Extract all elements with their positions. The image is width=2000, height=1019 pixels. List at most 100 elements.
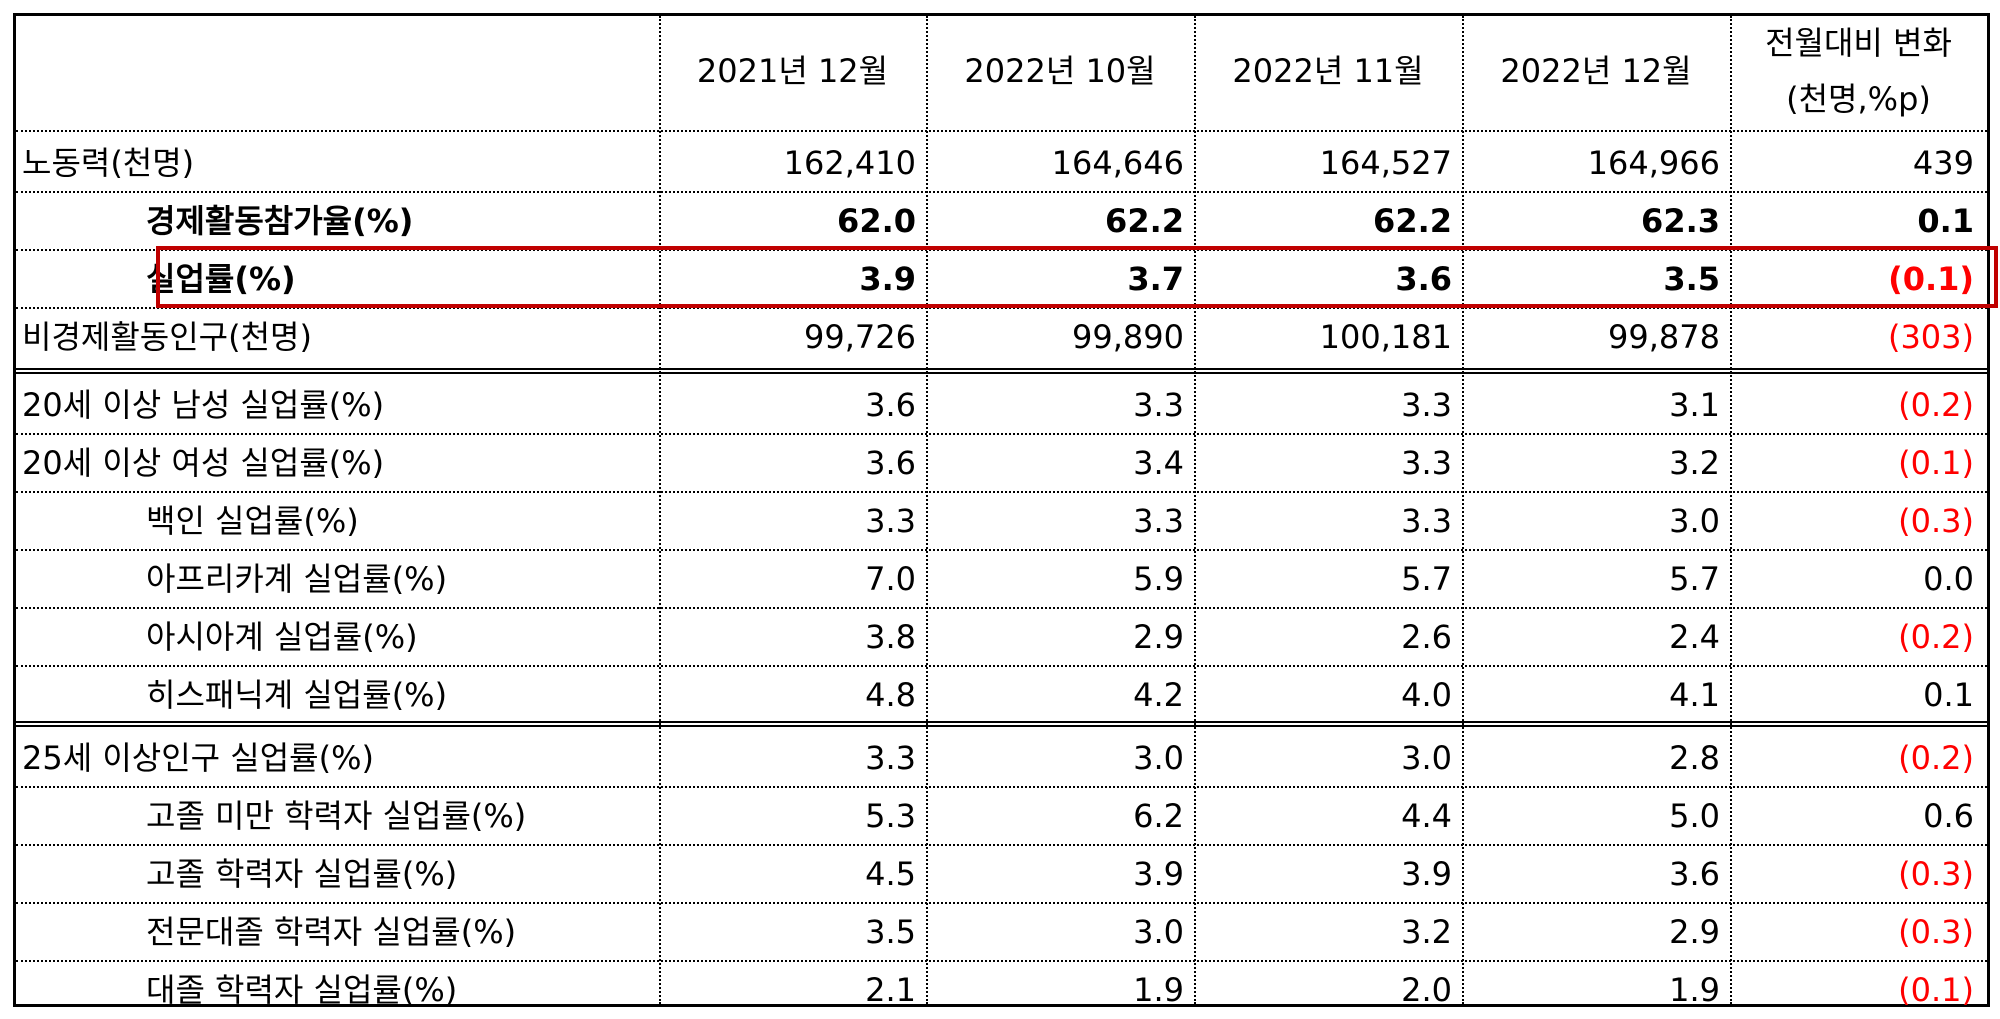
row-divider [16, 249, 1987, 251]
row-divider [16, 960, 1987, 962]
header-mom-change: 전월대비 변화 [1765, 24, 1952, 62]
row-divider [16, 433, 1987, 435]
section-divider [16, 721, 1987, 727]
value-cell: 62.3 [1641, 202, 1720, 240]
change-cell: (0.2) [1898, 739, 1974, 777]
row-label: 20세 이상 여성 실업률(%) [22, 444, 385, 482]
column-divider [659, 16, 661, 1004]
row-label: 고졸 학력자 실업률(%) [146, 855, 458, 893]
value-cell: 3.6 [1395, 260, 1452, 298]
value-cell: 3.7 [1127, 260, 1184, 298]
column-divider [1194, 16, 1196, 1004]
value-cell: 1.9 [1669, 971, 1720, 1009]
value-cell: 3.3 [865, 502, 916, 540]
value-cell: 5.7 [1669, 560, 1720, 598]
value-cell: 62.0 [837, 202, 916, 240]
row-label: 아프리카계 실업률(%) [146, 560, 448, 598]
value-cell: 2.9 [1133, 618, 1184, 656]
value-cell: 3.9 [1401, 855, 1452, 893]
value-cell: 6.2 [1133, 797, 1184, 835]
row-label: 전문대졸 학력자 실업률(%) [146, 913, 517, 951]
row-label: 고졸 미만 학력자 실업률(%) [146, 797, 527, 835]
header-divider [16, 130, 1987, 132]
value-cell: 2.0 [1401, 971, 1452, 1009]
row-label: 실업률(%) [146, 260, 296, 298]
value-cell: 3.8 [865, 618, 916, 656]
row-label: 대졸 학력자 실업률(%) [146, 971, 458, 1009]
row-divider [16, 191, 1987, 193]
row-label: 비경제활동인구(천명) [22, 318, 312, 356]
header-2022-12: 2022년 12월 [1500, 52, 1692, 90]
value-cell: 62.2 [1373, 202, 1452, 240]
value-cell: 5.3 [865, 797, 916, 835]
value-cell: 164,646 [1051, 144, 1184, 182]
value-cell: 164,527 [1319, 144, 1452, 182]
value-cell: 5.0 [1669, 797, 1720, 835]
value-cell: 3.3 [865, 739, 916, 777]
change-cell: (0.3) [1898, 855, 1974, 893]
change-cell: 0.0 [1923, 560, 1974, 598]
value-cell: 3.5 [1663, 260, 1720, 298]
column-divider [1462, 16, 1464, 1004]
value-cell: 162,410 [783, 144, 916, 182]
change-cell: 439 [1912, 144, 1974, 182]
row-label: 히스패닉계 실업률(%) [146, 676, 448, 714]
value-cell: 3.1 [1669, 386, 1720, 424]
change-cell: (0.1) [1898, 971, 1974, 1009]
value-cell: 2.8 [1669, 739, 1720, 777]
change-cell: 0.6 [1923, 797, 1974, 835]
row-label: 20세 이상 남성 실업률(%) [22, 386, 385, 424]
header-unit: (천명,%p) [1786, 80, 1931, 118]
row-divider [16, 665, 1987, 667]
value-cell: 2.6 [1401, 618, 1452, 656]
change-cell: (0.1) [1898, 444, 1974, 482]
value-cell: 99,878 [1608, 318, 1720, 356]
column-divider [1730, 16, 1732, 1004]
row-label: 경제활동참가율(%) [146, 202, 414, 240]
row-divider [16, 844, 1987, 846]
change-cell: (0.1) [1888, 260, 1974, 298]
value-cell: 4.2 [1133, 676, 1184, 714]
value-cell: 3.4 [1133, 444, 1184, 482]
value-cell: 3.0 [1401, 739, 1452, 777]
value-cell: 7.0 [865, 560, 916, 598]
row-divider [16, 902, 1987, 904]
value-cell: 3.0 [1669, 502, 1720, 540]
change-cell: (0.2) [1898, 386, 1974, 424]
value-cell: 3.2 [1401, 913, 1452, 951]
value-cell: 3.6 [865, 386, 916, 424]
row-divider [16, 307, 1987, 309]
value-cell: 99,726 [804, 318, 916, 356]
value-cell: 2.1 [865, 971, 916, 1009]
section-divider [16, 368, 1987, 374]
value-cell: 3.3 [1401, 386, 1452, 424]
value-cell: 164,966 [1587, 144, 1720, 182]
row-divider [16, 786, 1987, 788]
value-cell: 3.9 [859, 260, 916, 298]
change-cell: (0.3) [1898, 502, 1974, 540]
row-label: 아시아계 실업률(%) [146, 618, 418, 656]
data-table: 2021년 12월 2022년 10월 2022년 11월 2022년 12월 … [13, 13, 1998, 1009]
row-divider [16, 491, 1987, 493]
value-cell: 3.9 [1133, 855, 1184, 893]
change-cell: (0.3) [1898, 913, 1974, 951]
value-cell: 3.3 [1133, 502, 1184, 540]
highlight-box [156, 246, 1998, 308]
value-cell: 3.3 [1401, 502, 1452, 540]
value-cell: 99,890 [1072, 318, 1184, 356]
value-cell: 4.5 [865, 855, 916, 893]
value-cell: 3.6 [1669, 855, 1720, 893]
value-cell: 62.2 [1105, 202, 1184, 240]
value-cell: 3.3 [1401, 444, 1452, 482]
value-cell: 5.9 [1133, 560, 1184, 598]
row-label: 백인 실업률(%) [146, 502, 359, 540]
value-cell: 4.8 [865, 676, 916, 714]
change-cell: (303) [1887, 318, 1974, 356]
value-cell: 5.7 [1401, 560, 1452, 598]
change-cell: 0.1 [1917, 202, 1974, 240]
row-label: 노동력(천명) [22, 144, 195, 182]
value-cell: 3.5 [865, 913, 916, 951]
value-cell: 4.0 [1401, 676, 1452, 714]
row-divider [16, 549, 1987, 551]
value-cell: 3.3 [1133, 386, 1184, 424]
